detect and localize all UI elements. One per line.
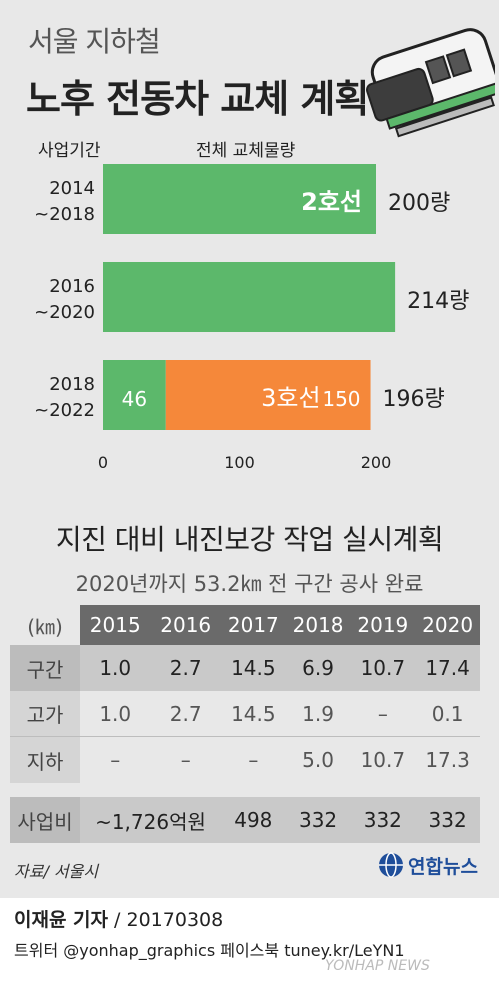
table-cell: 14.5 [220,645,286,691]
period-label: 2014 [49,178,95,199]
table-header-row: (㎞) 2015 2016 2017 2018 2019 2020 [10,605,480,645]
row-label: 구간 [10,645,80,691]
year-header: 2015 [80,605,151,645]
year-header: 2016 [150,605,221,645]
data-label-line2: 46 [122,387,147,411]
yonhap-logo: 연합뉴스 [378,850,488,880]
table-cell: 10.7 [350,737,416,783]
globe-icon [379,852,403,878]
x-tick-label: 100 [224,453,255,472]
source-note: 자료/ 서울시 [14,862,99,881]
series-label-line2: 2호선 [301,188,362,216]
quantity-header: 전체 교체물량 [196,141,296,161]
row-label: 지하 [10,737,80,783]
table-cell: 10.7 [350,645,416,691]
byline: 이재윤 기자 / 20170308 [14,905,223,932]
x-tick-label: 0 [98,453,108,472]
table-cell: 1.0 [80,645,151,691]
table-cell: – [350,691,416,737]
total-label: 200량 [388,191,450,216]
reporter-name: 이재윤 기자 [14,909,109,931]
table-cell: 332 [415,797,480,843]
table-row: 고가 1.0 2.7 14.5 1.9 – 0.1 [10,691,480,737]
replacement-bar-chart: 2014 ~2018 200량 2호선 2016 ~2020 214량 2018 ~2022 19… [34,164,469,472]
table-cell: 14.5 [220,691,286,737]
table-cell: 17.3 [415,737,480,783]
year-header: 2019 [350,605,416,645]
total-label: 196량 [383,387,445,412]
table-cell: 332 [285,797,351,843]
table-row: 사업비 ~1,726억원 498 332 332 332 [10,797,480,843]
logo-text: 연합뉴스 [408,856,478,878]
row-label: 고가 [10,691,80,737]
social-links: 트위터 @yonhap_graphics 페이스북 tuney.kr/LeYN1 [14,941,405,960]
table-cell: 1.9 [285,691,351,737]
period-label: 2016 [49,276,95,297]
period-label: ~2018 [34,204,95,225]
table-cell: 2.7 [150,691,221,737]
series-label-line3: 3호선 [261,384,320,412]
table-cell: 0.1 [415,691,480,737]
year-header: 2017 [220,605,286,645]
row-label: 사업비 [10,797,80,843]
table-cell: ~1,726억원 [80,797,221,843]
table-row: 구간 1.0 2.7 14.5 6.9 10.7 17.4 [10,645,480,691]
bar-line2 [103,262,396,332]
total-label: 214량 [407,289,469,314]
train-icon [366,28,495,138]
publish-date: / 20170308 [108,909,224,931]
seismic-plan-subtitle: 2020년까지 53.2㎞ 전 구간 공사 완료 [75,572,424,596]
seismic-plan-title: 지진 대비 내진보강 작업 실시계획 [55,523,444,556]
table-cell: – [220,737,286,783]
table-cell: – [80,737,151,783]
seismic-plan-table: (㎞) 2015 2016 2017 2018 2019 2020 구간 1.0… [10,605,480,843]
bar-line2 [103,164,376,234]
chart-subtitle: 서울 지하철 [28,25,161,58]
bar-line3 [165,360,371,430]
unit-label: (㎞) [27,614,63,639]
table-cell: 1.0 [80,691,151,737]
bar-line2 [103,360,166,430]
period-label: ~2020 [34,302,95,323]
table-cell: 332 [350,797,416,843]
table-cell: 17.4 [415,645,480,691]
table-row: 지하 – – – 5.0 10.7 17.3 [10,737,480,783]
table-cell: – [150,737,221,783]
data-label-line3: 150 [322,387,360,411]
x-tick-label: 200 [361,453,392,472]
table-cell: 6.9 [285,645,351,691]
year-header: 2020 [415,605,480,645]
watermark: YONHAP NEWS [325,958,430,974]
period-header: 사업기간 [38,141,101,161]
table-cell: 2.7 [150,645,221,691]
period-label: ~2022 [34,400,95,421]
table-cell: 5.0 [285,737,351,783]
period-label: 2018 [49,374,95,395]
chart-title: 노후 전동차 교체 계획 [26,77,369,121]
year-header: 2018 [285,605,351,645]
table-cell: 498 [220,797,286,843]
